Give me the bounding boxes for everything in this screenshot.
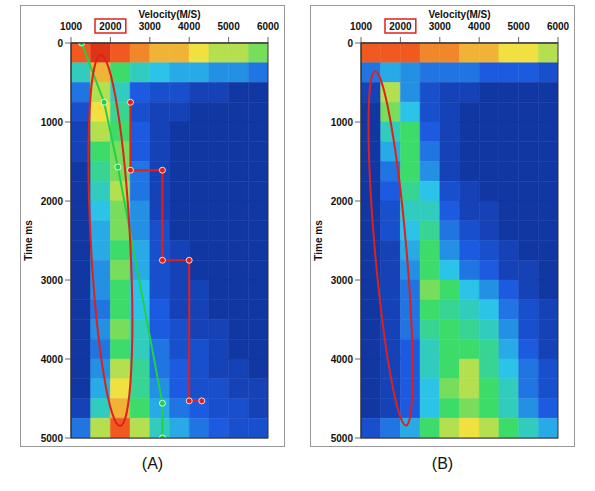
svg-text:2000: 2000 <box>389 21 412 32</box>
svg-text:Time ms: Time ms <box>313 220 324 261</box>
svg-text:3000: 3000 <box>331 275 354 286</box>
svg-text:5000: 5000 <box>507 21 530 32</box>
svg-text:6000: 6000 <box>547 21 570 32</box>
svg-text:0: 0 <box>347 38 353 49</box>
svg-text:0: 0 <box>57 38 63 49</box>
svg-text:4000: 4000 <box>41 354 64 365</box>
svg-text:1000: 1000 <box>41 117 64 128</box>
svg-text:2000: 2000 <box>331 196 354 207</box>
svg-text:5000: 5000 <box>41 433 64 444</box>
svg-text:4000: 4000 <box>468 21 491 32</box>
svg-text:3000: 3000 <box>139 21 162 32</box>
html-text:(B): (B) <box>431 455 454 472</box>
html-text:(A): (A) <box>141 455 164 472</box>
svg-text:2000: 2000 <box>99 21 122 32</box>
svg-text:5000: 5000 <box>331 433 354 444</box>
svg-text:3000: 3000 <box>429 21 452 32</box>
svg-text:Time ms: Time ms <box>23 220 34 261</box>
svg-text:1000: 1000 <box>350 21 373 32</box>
svg-text:4000: 4000 <box>331 354 354 365</box>
svg-text:2000: 2000 <box>41 196 64 207</box>
svg-text:1000: 1000 <box>331 117 354 128</box>
svg-text:5000: 5000 <box>217 21 240 32</box>
svg-text:Velocity(M/S): Velocity(M/S) <box>428 9 490 20</box>
svg-text:3000: 3000 <box>41 275 64 286</box>
svg-text:4000: 4000 <box>178 21 201 32</box>
svg-text:Velocity(M/S): Velocity(M/S) <box>138 9 200 20</box>
svg-text:6000: 6000 <box>257 21 280 32</box>
svg-text:1000: 1000 <box>60 21 83 32</box>
